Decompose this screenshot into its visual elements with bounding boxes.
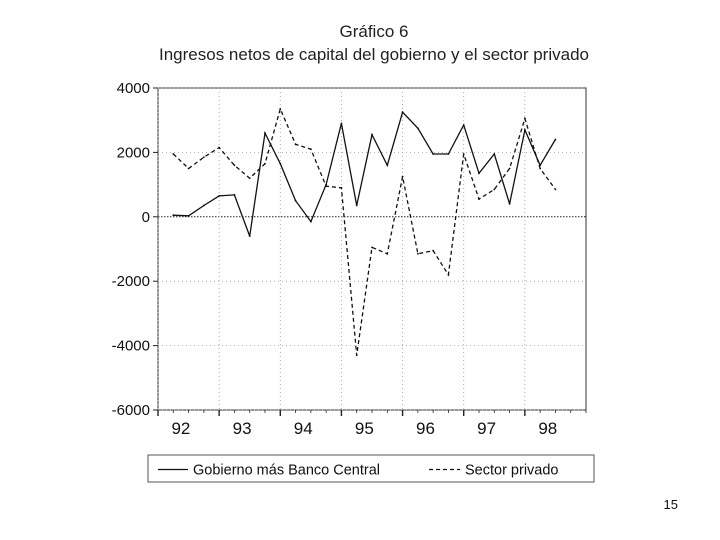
- y-tick-label: -4000: [112, 338, 150, 355]
- data-point: [478, 172, 480, 175]
- data-point: [493, 153, 496, 155]
- x-axis: 92 93 94 95 96 97 98: [157, 410, 587, 438]
- y-axis: 4000 2000 0 -2000 -4000 -6000: [112, 80, 158, 419]
- y-tick-label: -6000: [112, 402, 150, 419]
- data-point: [248, 235, 251, 238]
- data-point: [523, 117, 526, 120]
- data-point: [539, 167, 542, 170]
- data-point: [371, 133, 373, 136]
- data-point: [478, 198, 480, 200]
- data-point: [416, 127, 419, 130]
- x-tick-label: 94: [294, 419, 313, 438]
- x-tick-label: 97: [477, 419, 496, 438]
- x-tick-label: 96: [416, 419, 435, 438]
- y-tick-label: 4000: [117, 80, 150, 97]
- x-tick-label: 98: [538, 419, 557, 438]
- data-point: [264, 162, 266, 165]
- data-point: [233, 194, 236, 196]
- y-tick-label: 0: [142, 209, 150, 226]
- page-number: 15: [663, 497, 678, 512]
- data-point: [447, 153, 450, 155]
- data-point: [401, 175, 404, 178]
- data-point: [401, 111, 404, 114]
- data-point: [187, 214, 190, 217]
- data-point: [218, 146, 221, 149]
- data-point: [309, 220, 312, 223]
- data-point: [294, 199, 297, 202]
- y-tick-label: 2000: [117, 144, 150, 161]
- legend-label-gobierno: Gobierno más Banco Central: [193, 463, 380, 479]
- legend-box: [147, 454, 595, 483]
- data-point: [355, 354, 358, 357]
- series-lines: [172, 106, 557, 357]
- data-point: [386, 252, 389, 255]
- y-tick-label: -2000: [112, 273, 150, 290]
- data-point: [432, 153, 435, 155]
- data-point: [187, 167, 190, 170]
- data-point: [202, 156, 205, 159]
- data-point: [340, 122, 343, 125]
- data-point: [202, 204, 205, 207]
- data-point: [554, 188, 557, 191]
- data-point: [447, 273, 450, 276]
- legend: Gobierno más Banco Central Sector privado: [147, 454, 595, 483]
- x-tick-label: 92: [171, 419, 190, 438]
- x-tick-label: 93: [233, 419, 252, 438]
- legend-label-sector-privado: Sector privado: [465, 463, 559, 479]
- data-point: [386, 164, 389, 167]
- data-point: [340, 186, 343, 189]
- data-point: [248, 177, 251, 180]
- data-point: [416, 252, 419, 255]
- chart-title: Gráfico 6: [340, 22, 409, 41]
- data-point: [508, 203, 511, 205]
- data-point: [325, 185, 328, 188]
- data-point: [355, 204, 358, 207]
- data-point: [462, 153, 465, 155]
- data-point: [218, 194, 221, 197]
- chart-subtitle: Ingresos netos de capital del gobierno y…: [159, 45, 589, 64]
- data-point: [172, 153, 175, 155]
- series-line-sector-privado: [172, 106, 556, 356]
- data-point: [462, 124, 465, 126]
- data-point: [432, 249, 435, 252]
- data-point: [279, 162, 282, 165]
- x-tick-label: 95: [355, 419, 374, 438]
- plot-area: 4000 2000 0 -2000 -4000 -6000 92 93 94 95 96 97 98: [112, 80, 587, 438]
- data-point: [325, 183, 328, 186]
- data-point: [264, 132, 266, 134]
- data-point: [309, 148, 312, 151]
- data-point: [554, 138, 557, 141]
- data-point: [233, 164, 236, 167]
- data-point: [371, 246, 373, 249]
- data-point: [172, 214, 175, 217]
- series-line-gobierno: [173, 110, 556, 237]
- data-point: [523, 128, 526, 131]
- data-point: [508, 167, 511, 170]
- data-point: [279, 108, 282, 110]
- data-point: [493, 188, 496, 191]
- data-point: [294, 143, 297, 146]
